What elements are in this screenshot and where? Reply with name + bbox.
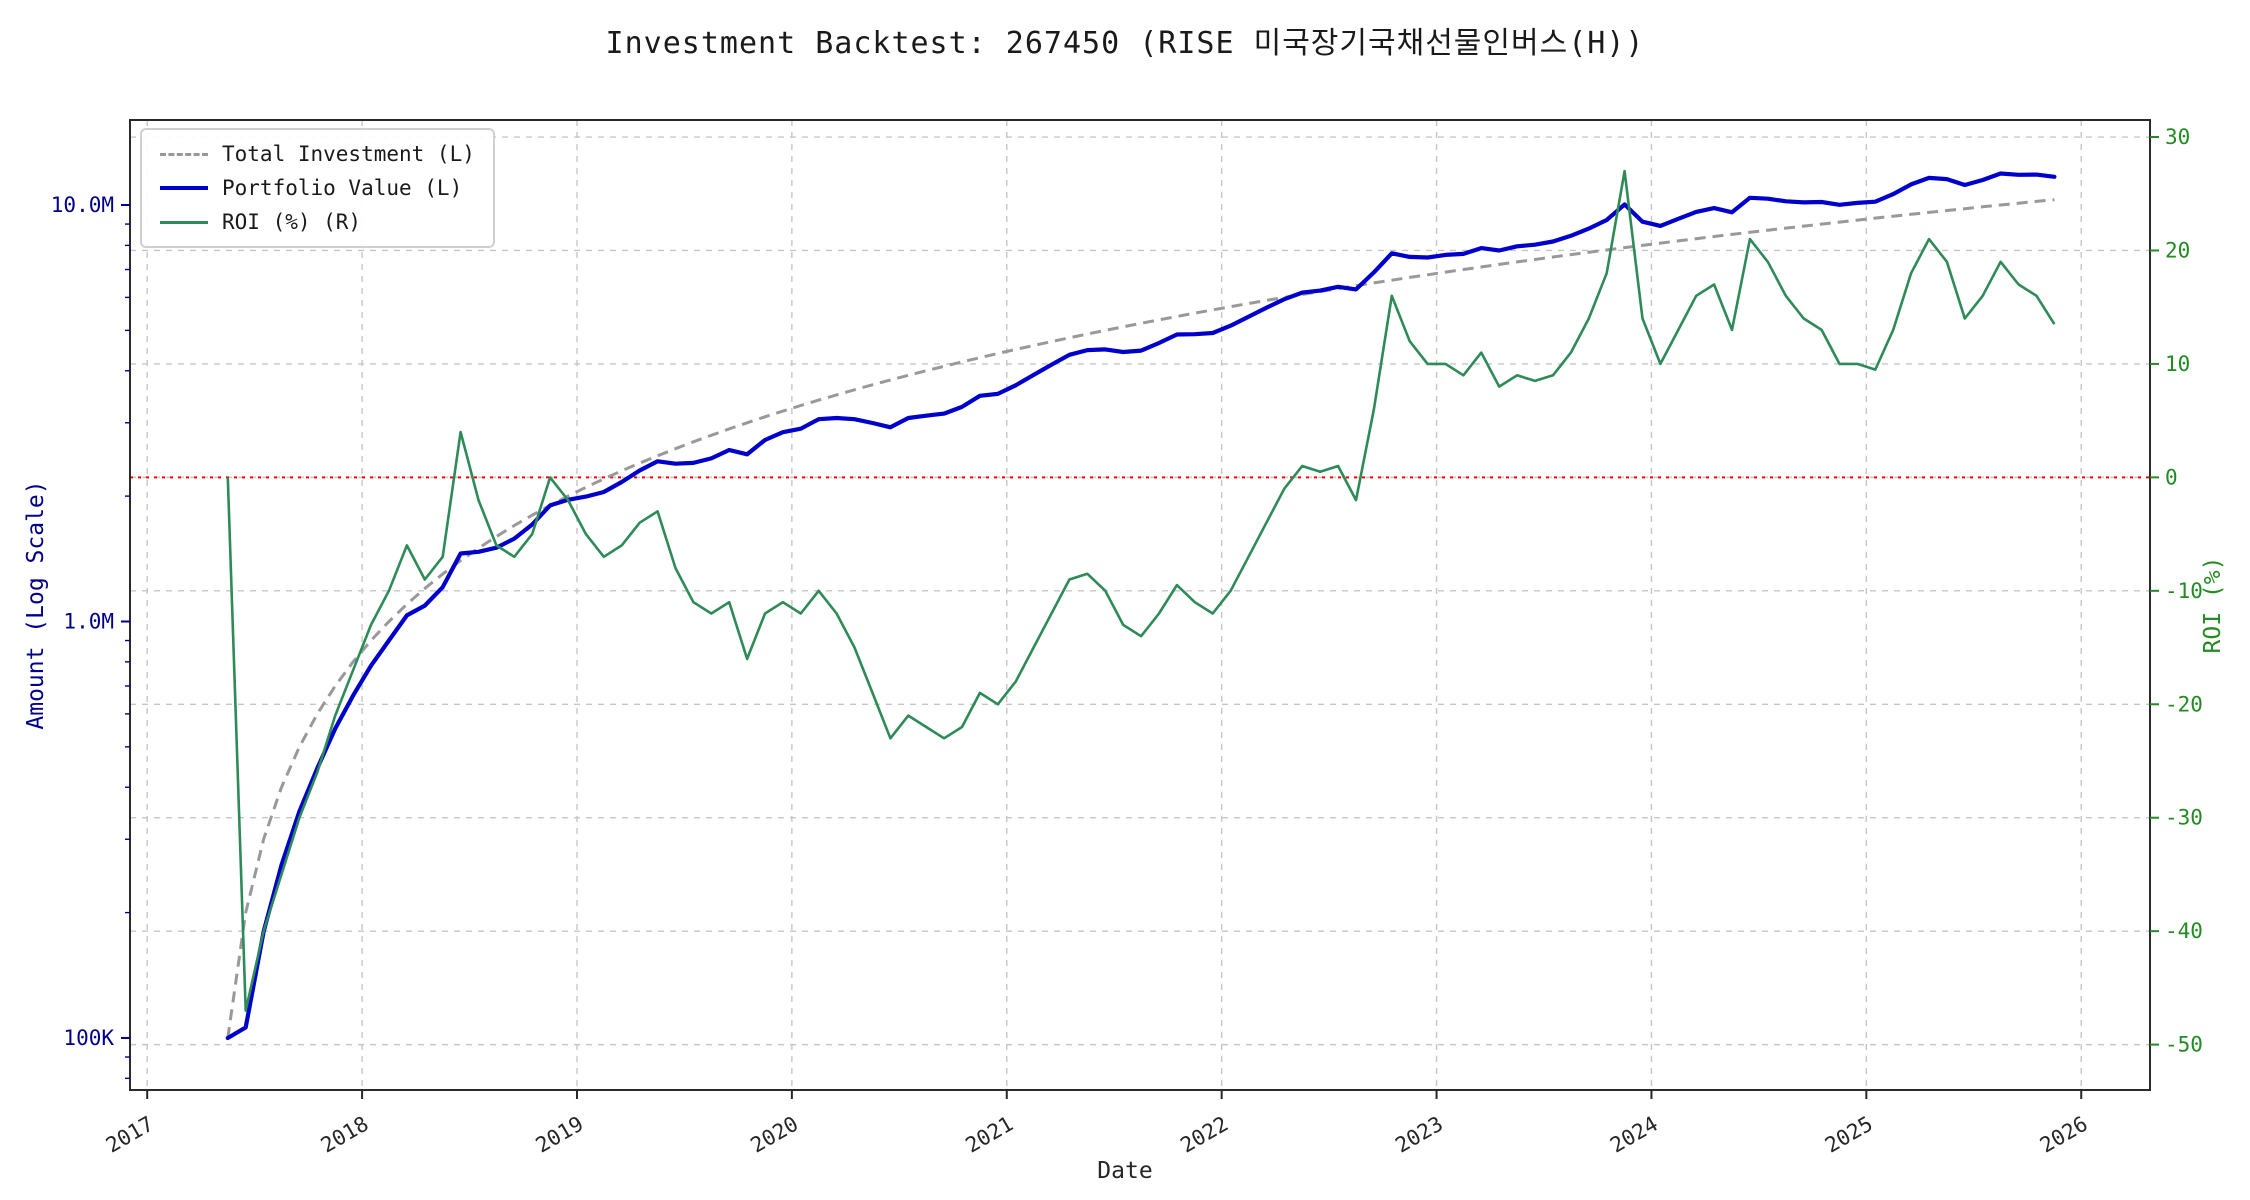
- x-tick-label: 2020: [747, 1112, 803, 1158]
- plot-border: [129, 119, 2151, 1091]
- y-right-tick-label: -40: [2165, 919, 2203, 943]
- y-right-tick-label: -50: [2165, 1033, 2203, 1057]
- legend-label: Total Investment (L): [222, 142, 475, 166]
- x-tick-label: 2024: [1606, 1112, 1662, 1158]
- y-right-tick-label: 10: [2165, 352, 2190, 376]
- solid-green-line-swatch-icon: [160, 220, 208, 224]
- x-tick-label: 2022: [1176, 1112, 1232, 1158]
- y-right-tick-label: 20: [2165, 238, 2190, 262]
- y-left-tick-label: 10.0M: [51, 193, 114, 217]
- y-right-tick-label: -20: [2165, 692, 2203, 716]
- y-axis-label-left: Amount (Log Scale): [23, 480, 49, 730]
- y-right-tick-label: 0: [2165, 465, 2178, 489]
- legend-label: Portfolio Value (L): [222, 176, 463, 200]
- dashed-line-swatch-icon: [160, 152, 208, 156]
- y-left-tick-label: 1.0M: [63, 609, 114, 633]
- x-axis-label: Date: [1097, 1158, 1153, 1184]
- legend: Total Investment (L) Portfolio Value (L)…: [140, 128, 495, 248]
- portfolio-value-line: [225, 171, 2057, 1041]
- solid-blue-line-swatch-icon: [160, 186, 208, 190]
- x-tick-label: 2026: [2036, 1112, 2092, 1158]
- legend-item-total-investment: Total Investment (L): [160, 142, 475, 166]
- x-tick-label: 2017: [102, 1112, 158, 1158]
- x-tick-label: 2019: [532, 1112, 588, 1158]
- y-right-tick-label: 30: [2165, 125, 2190, 149]
- grid: [130, 120, 2150, 1090]
- total-investment-line: [226, 198, 2055, 1039]
- roi-line: [226, 169, 2056, 1012]
- x-tick-label: 2021: [961, 1112, 1017, 1158]
- y-right-tick-label: -30: [2165, 806, 2203, 830]
- x-tick-label: 2025: [1821, 1112, 1877, 1158]
- y-right-tick-label: -10: [2165, 579, 2203, 603]
- legend-item-portfolio-value: Portfolio Value (L): [160, 176, 475, 200]
- x-tick-label: 2023: [1391, 1112, 1447, 1158]
- y-left-tick-label: 100K: [63, 1026, 114, 1050]
- legend-item-roi: ROI (%) (R): [160, 210, 475, 234]
- y-axis-label-right: ROI (%): [2200, 556, 2226, 654]
- x-tick-label: 2018: [317, 1112, 373, 1158]
- chart-title: Investment Backtest: 267450 (RISE 미국장기국채…: [605, 26, 1645, 61]
- legend-label: ROI (%) (R): [222, 210, 362, 234]
- tick-labels: 2017 2018 2019 2020 2021 2022 2023 2024 2025 2026…: [51, 125, 2203, 1158]
